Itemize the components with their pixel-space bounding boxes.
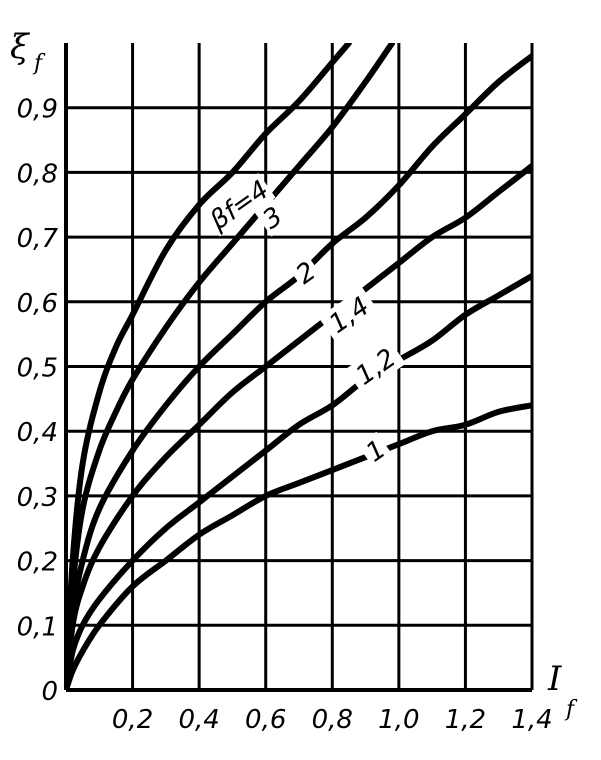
y-tick-label-4: 0,4 (17, 418, 58, 448)
curve-label-bg-3 (318, 287, 380, 343)
series-line-5 (66, 402, 532, 690)
y-tick-label-5: 0,5 (17, 354, 58, 384)
x-axis-title: I (547, 659, 562, 699)
series-line-0 (66, 43, 352, 690)
x-tick-label-2: 0,6 (245, 705, 286, 735)
x-axis-title-sub: f (564, 697, 578, 722)
x-tick-label-4: 1,0 (378, 705, 419, 735)
curve-label-bg-0 (202, 172, 276, 237)
y-tick-label-2: 0,2 (17, 548, 58, 578)
x-tick-label-6: 1,4 (511, 705, 552, 735)
y-tick-label-8: 0,8 (17, 159, 58, 189)
x-tick-label-0: 0,2 (112, 705, 153, 735)
series-line-4 (66, 272, 532, 690)
series-line-3 (66, 162, 532, 690)
x-tick-label-3: 0,8 (312, 705, 353, 735)
y-tick-label-1: 0,1 (17, 612, 58, 642)
y-tick-label-3: 0,3 (17, 483, 58, 513)
y-axis-title-sub: f (32, 51, 46, 76)
curve-label-bg-1 (254, 198, 291, 237)
curves (66, 43, 532, 690)
grid (64, 43, 534, 692)
series-line-1 (66, 43, 396, 690)
y-tick-label-9: 0,9 (17, 95, 58, 125)
y-tick-label-7: 0,7 (17, 224, 59, 254)
x-tick-label-1: 0,4 (178, 705, 219, 735)
series-line-2 (66, 52, 532, 690)
curve-label-bg-4 (345, 339, 406, 394)
y-axis-title: ξ (10, 27, 31, 67)
curve-label-bg-5 (357, 431, 394, 470)
tick-labels: 0 0,1 0,2 0,3 0,4 0,5 0,6 0,7 0,8 0,9 0,2 0,4 0,6 0,8… (17, 95, 553, 735)
curve-label-bg-2 (287, 253, 324, 292)
x-tick-label-5: 1,2 (445, 705, 486, 735)
y-tick-label-6: 0,6 (17, 289, 58, 319)
y-tick-label-0: 0 (41, 677, 58, 707)
